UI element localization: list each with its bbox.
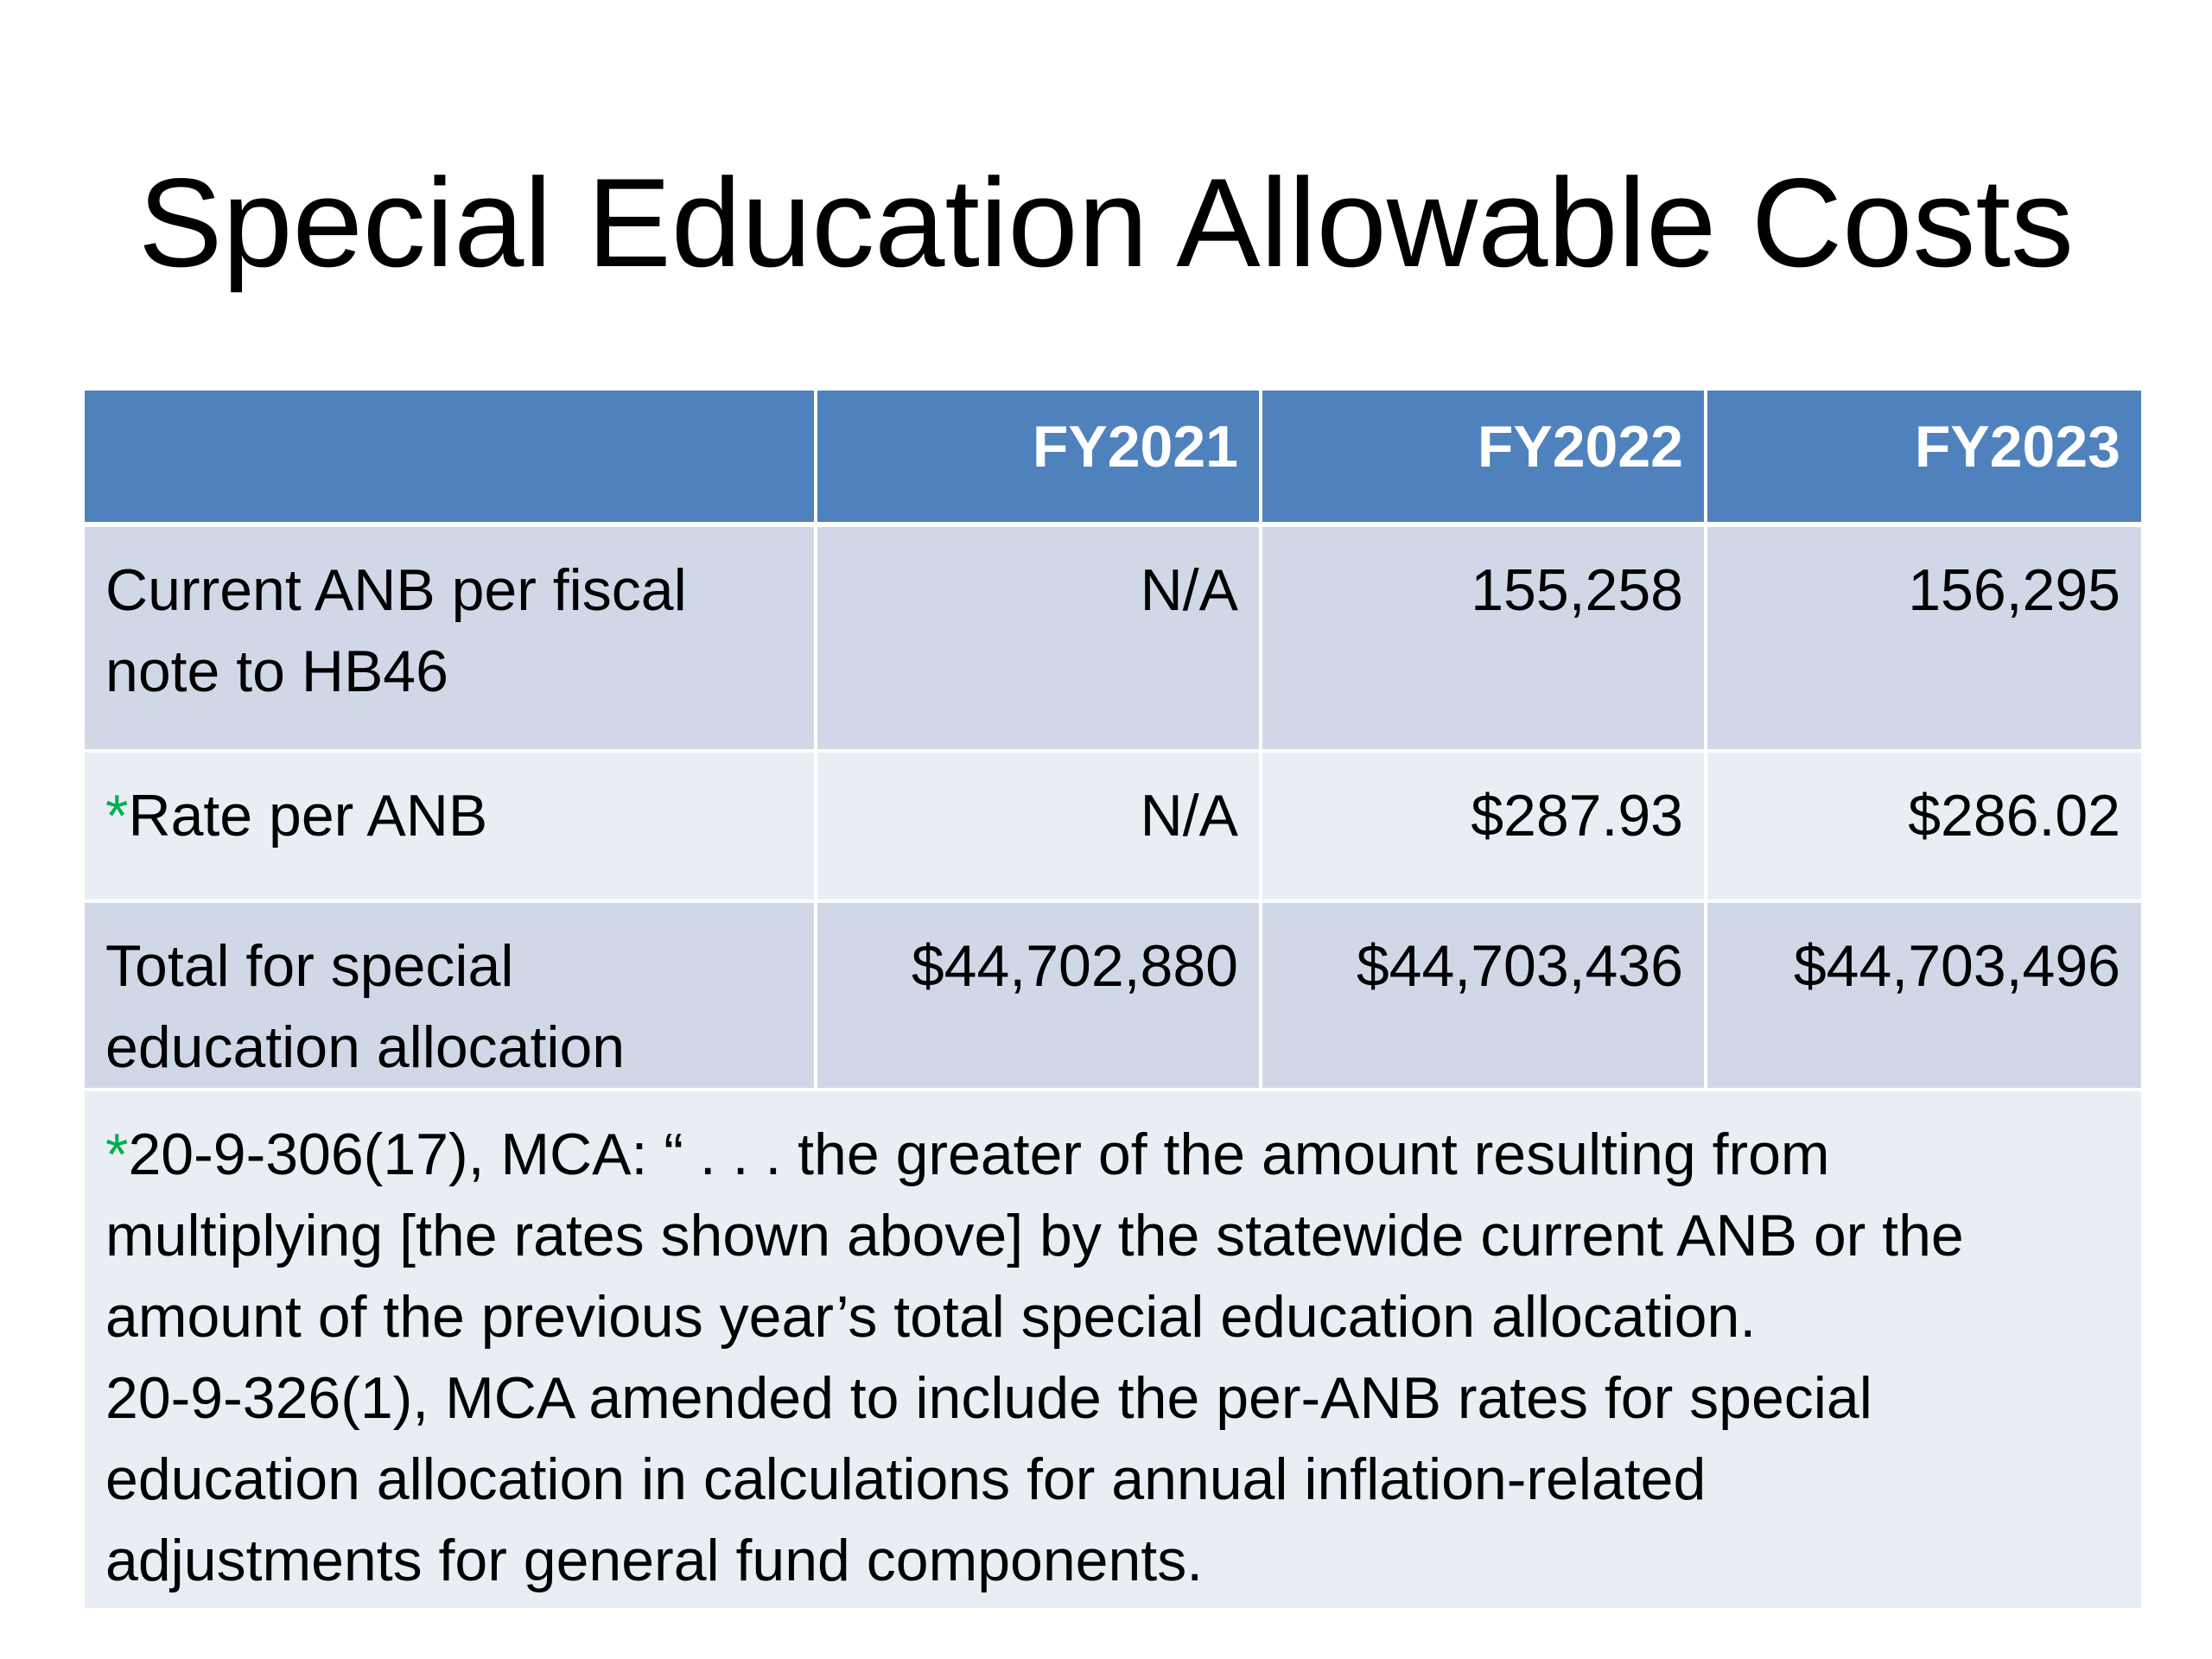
slide-title: Special Education Allowable Costs <box>138 152 2074 293</box>
table-header-row: FY2021 FY2022 FY2023 <box>85 391 2141 527</box>
table-row-current-anb: Current ANB per fiscal note to HB46 N/A … <box>85 523 2141 753</box>
cell-anb-fy2022: 155,258 <box>1259 523 1707 753</box>
footnote-line: multiplying [the rates shown above] by t… <box>105 1203 1964 1268</box>
footnote-text: 20-9-306(17), MCA: “ . . . the greater o… <box>128 1122 1830 1187</box>
row-label-rate-per-anb: *Rate per ANB <box>85 749 817 903</box>
table-row-footnote: *20-9-306(17), MCA: “ . . . the greater … <box>85 1088 2141 1611</box>
row-label-current-anb: Current ANB per fiscal note to HB46 <box>85 523 817 753</box>
cell-rate-fy2022: $287.93 <box>1259 749 1707 903</box>
table-row-total-allocation: Total for special education allocation $… <box>85 899 2141 1091</box>
header-empty-cell <box>85 391 817 527</box>
cell-anb-fy2021: N/A <box>814 523 1262 753</box>
cell-anb-fy2023: 156,295 <box>1704 523 2141 753</box>
footnote-line: amount of the previous year’s total spec… <box>105 1284 1757 1350</box>
row-label-line: note to HB46 <box>105 639 448 704</box>
table-row-rate-per-anb: *Rate per ANB N/A $287.93 $286.02 <box>85 749 2141 903</box>
cell-total-fy2021: $44,702,880 <box>814 899 1262 1091</box>
footnote-line: education allocation in calculations for… <box>105 1446 1707 1512</box>
asterisk-marker: * <box>105 1122 129 1187</box>
row-label-line: Total for special <box>105 933 514 999</box>
asterisk-marker: * <box>105 783 129 849</box>
allowable-costs-table: FY2021 FY2022 FY2023 Current ANB per fis… <box>85 391 2141 1611</box>
header-fy2021: FY2021 <box>814 391 1262 527</box>
cell-rate-fy2021: N/A <box>814 749 1262 903</box>
cell-total-fy2023: $44,703,496 <box>1704 899 2141 1091</box>
footnote-cell: *20-9-306(17), MCA: “ . . . the greater … <box>85 1088 2141 1611</box>
cell-total-fy2022: $44,703,436 <box>1259 899 1707 1091</box>
row-label-total-allocation: Total for special education allocation <box>85 899 817 1091</box>
row-label-line: education allocation <box>105 1014 626 1080</box>
row-label-text: Rate per ANB <box>128 783 488 849</box>
header-fy2023: FY2023 <box>1704 391 2141 527</box>
footnote-line: 20-9-326(1), MCA amended to include the … <box>105 1365 1872 1431</box>
footnote-line: adjustments for general fund components. <box>105 1528 1204 1593</box>
row-label-line: Current ANB per fiscal <box>105 557 687 623</box>
footnote-line: *20-9-306(17), MCA: “ . . . the greater … <box>105 1114 2120 1195</box>
header-fy2022: FY2022 <box>1259 391 1707 527</box>
cell-rate-fy2023: $286.02 <box>1704 749 2141 903</box>
